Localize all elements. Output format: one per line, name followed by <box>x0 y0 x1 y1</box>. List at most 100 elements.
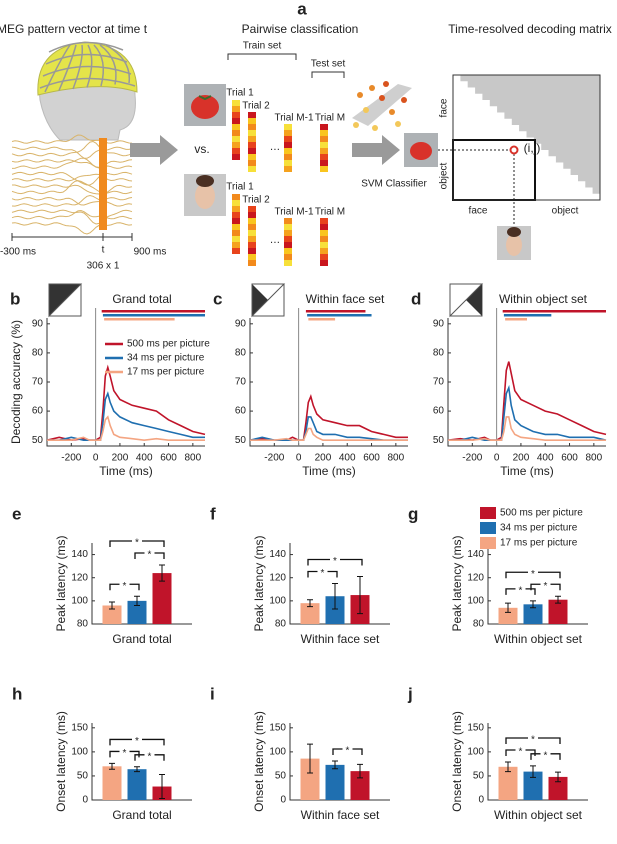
classifier-label: SVM Classifier <box>361 179 427 190</box>
x-axis-label: Time (ms) <box>500 464 554 478</box>
ellipsis: ⋯ <box>270 238 280 249</box>
y-tick-label: 100 <box>71 595 88 606</box>
tomato <box>410 142 432 160</box>
trace <box>11 171 133 186</box>
x-tick-label: 200 <box>315 453 332 464</box>
trace <box>11 134 133 144</box>
pattern-cell <box>284 148 292 154</box>
trial-label: Trial 1 <box>226 88 254 99</box>
matrix-upper-triangle <box>453 75 600 200</box>
pattern-cell <box>320 130 328 136</box>
x-tick-label: -200 <box>462 453 482 464</box>
pattern-cell <box>284 260 292 266</box>
grid-line <box>39 77 136 89</box>
pattern-vectors <box>232 100 328 266</box>
significance-bracket <box>530 583 561 591</box>
pattern-cell <box>248 118 256 124</box>
trace <box>11 209 133 220</box>
y-axis-label: Onset latency (ms) <box>252 711 266 812</box>
pattern-cell <box>284 242 292 248</box>
panel-label: b <box>10 289 20 308</box>
bar <box>548 776 568 800</box>
pattern-cell <box>320 224 328 230</box>
x-axis-label: Within face set <box>301 632 380 646</box>
arrow <box>130 135 178 165</box>
x-tick-label: 0 <box>494 453 500 464</box>
error-bar <box>109 601 115 610</box>
y-tick-label: 100 <box>467 747 484 758</box>
time-label: t <box>102 245 105 256</box>
pattern-cell <box>232 206 240 212</box>
svm-point <box>395 121 401 127</box>
significance-label: * <box>135 736 139 747</box>
y-tick-label: 80 <box>473 619 485 630</box>
y-axis-label: Peak latency (ms) <box>54 535 68 631</box>
series-line <box>46 364 206 442</box>
y-tick-label: 60 <box>32 406 44 417</box>
x-tick-label: 800 <box>185 453 202 464</box>
bar <box>325 596 345 624</box>
significance-bracket <box>109 738 165 746</box>
panel-label: e <box>12 504 21 523</box>
significance-label: * <box>148 751 152 762</box>
pattern-cell <box>232 148 240 154</box>
trial-label: Trial M-1 <box>274 207 314 218</box>
condition-icon-outline <box>251 283 286 318</box>
bar <box>102 766 122 800</box>
pattern-cell <box>284 166 292 172</box>
error-bar <box>159 773 165 800</box>
error-bar <box>332 583 338 610</box>
pattern-cell <box>232 230 240 236</box>
significance-label: * <box>333 556 337 567</box>
cell-marker <box>509 145 519 155</box>
legend-label: 34 ms per picture <box>500 523 578 534</box>
matrix-row-label: object <box>439 162 450 189</box>
vs-label: vs. <box>194 142 209 156</box>
y-tick-label: 100 <box>467 595 484 606</box>
pattern-cell <box>248 142 256 148</box>
stem <box>198 95 212 101</box>
significance-bracket <box>109 583 140 591</box>
bar <box>548 599 568 624</box>
trace <box>11 180 133 195</box>
significance-bracket <box>505 737 561 744</box>
y-tick-label: 100 <box>71 747 88 758</box>
svm-points <box>353 81 407 131</box>
bar <box>300 758 320 800</box>
x-tick-label: -200 <box>61 453 81 464</box>
significance-bar <box>307 314 372 317</box>
pattern-cell <box>320 166 328 172</box>
y-tick-label: 70 <box>235 377 247 388</box>
error-bar <box>505 602 511 613</box>
legend-label: 17 ms per picture <box>127 367 205 378</box>
series-line <box>448 416 606 441</box>
trace <box>11 173 133 182</box>
series-line <box>249 416 408 441</box>
x-axis-label: Time (ms) <box>302 464 356 478</box>
legend-swatch <box>480 522 496 534</box>
x-axis-label: Time (ms) <box>99 464 153 478</box>
pattern-cell <box>248 148 256 154</box>
y-tick-label: 140 <box>71 549 88 560</box>
bar <box>127 600 147 624</box>
y-tick-label: 0 <box>280 795 286 806</box>
y-tick-label: 80 <box>77 619 89 630</box>
series-line <box>448 384 607 441</box>
pattern-cell <box>248 130 256 136</box>
significance-label: * <box>531 735 535 746</box>
grid-line <box>105 44 131 84</box>
cell-label: (i,j) <box>524 141 541 155</box>
bar <box>498 607 518 624</box>
matrix-col-label: object <box>552 206 579 217</box>
pattern-cell <box>248 248 256 254</box>
significance-label: * <box>519 747 523 758</box>
y-axis-label: Decoding accuracy (%) <box>9 320 23 444</box>
pattern-cell <box>232 136 240 142</box>
axes <box>447 318 606 447</box>
significance-label: * <box>544 750 548 761</box>
bar <box>350 771 370 800</box>
series-line <box>250 427 408 441</box>
significance-bar <box>502 310 606 313</box>
significance-bracket <box>505 588 536 595</box>
x-tick-label: 800 <box>586 453 603 464</box>
